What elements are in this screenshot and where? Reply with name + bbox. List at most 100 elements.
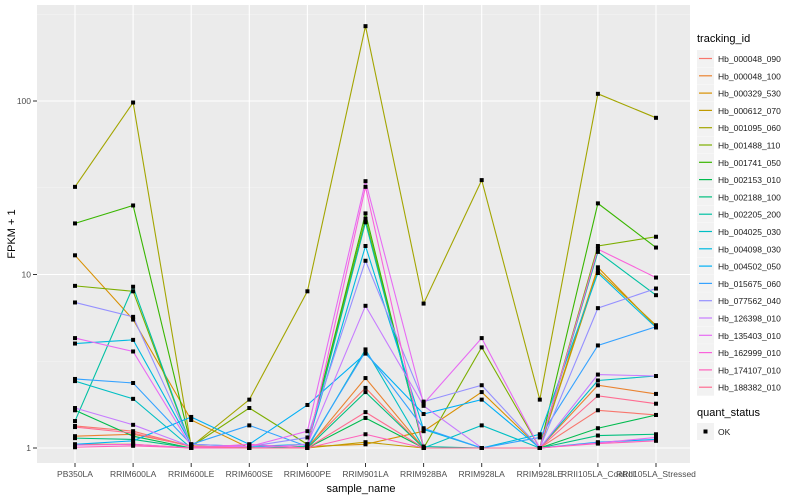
data-point bbox=[131, 434, 136, 439]
data-point bbox=[654, 286, 658, 291]
x-tick-label: PB350LA bbox=[57, 469, 93, 479]
data-point bbox=[363, 303, 368, 308]
data-point bbox=[537, 432, 542, 437]
data-point bbox=[73, 406, 77, 411]
data-point bbox=[595, 441, 600, 446]
x-tick-label: RRIM600LE bbox=[168, 469, 215, 479]
legend-label: Hb_000612_070 bbox=[718, 106, 781, 116]
data-point bbox=[305, 435, 310, 440]
data-point bbox=[479, 390, 484, 395]
data-point bbox=[537, 397, 542, 402]
legend-label: Hb_000048_100 bbox=[718, 71, 781, 81]
legend-label: Hb_015675_060 bbox=[718, 279, 781, 289]
y-axis: 1 10 100 bbox=[17, 96, 37, 453]
data-point bbox=[595, 271, 600, 276]
data-point bbox=[595, 247, 600, 252]
data-point bbox=[537, 446, 542, 450]
data-point bbox=[131, 314, 136, 319]
data-point bbox=[363, 211, 368, 216]
data-point bbox=[247, 397, 252, 402]
data-point bbox=[131, 431, 136, 436]
data-point bbox=[654, 324, 658, 329]
data-point bbox=[654, 293, 658, 298]
data-point bbox=[479, 178, 484, 183]
y-tick-label: 1 bbox=[26, 443, 31, 453]
y-tick-label: 100 bbox=[17, 96, 31, 106]
data-point bbox=[247, 442, 252, 447]
x-tick-label: RRIM928LA bbox=[459, 469, 506, 479]
data-point bbox=[479, 446, 484, 450]
data-point bbox=[363, 179, 368, 184]
data-point bbox=[363, 349, 368, 354]
data-point bbox=[131, 380, 136, 385]
data-point bbox=[363, 347, 368, 352]
data-point bbox=[654, 432, 658, 437]
data-point bbox=[479, 336, 484, 341]
legend-label: Hb_002205_200 bbox=[718, 210, 781, 220]
data-point bbox=[189, 442, 194, 447]
data-point bbox=[479, 383, 484, 388]
data-point bbox=[131, 422, 136, 427]
x-tick-label: RRIM901LA bbox=[342, 469, 389, 479]
data-point bbox=[595, 393, 600, 398]
data-point bbox=[73, 336, 77, 341]
data-point bbox=[131, 349, 136, 354]
data-point bbox=[247, 423, 252, 428]
data-point bbox=[73, 408, 77, 413]
x-tick-label: RRIM928LE bbox=[517, 469, 564, 479]
data-point bbox=[131, 317, 136, 322]
data-point bbox=[654, 435, 658, 440]
data-point bbox=[189, 414, 194, 419]
data-point bbox=[479, 423, 484, 428]
data-point bbox=[654, 234, 658, 239]
x-axis-title: sample_name bbox=[326, 483, 395, 495]
data-point bbox=[247, 446, 252, 450]
data-point bbox=[189, 418, 194, 423]
data-point bbox=[595, 378, 600, 383]
shape-legend-label: OK bbox=[718, 427, 731, 437]
x-axis: PB350LA RRIM600LA RRIM600LE RRIM600SE RRIM60… bbox=[57, 463, 696, 479]
data-point bbox=[305, 402, 310, 407]
legend-label: Hb_077562_040 bbox=[718, 296, 781, 306]
data-point bbox=[73, 443, 77, 448]
data-point bbox=[654, 438, 658, 443]
data-point bbox=[479, 397, 484, 402]
data-point bbox=[595, 91, 600, 96]
data-point bbox=[595, 268, 600, 273]
data-point bbox=[421, 301, 426, 306]
legend-label: Hb_000329_530 bbox=[718, 89, 781, 99]
legend-label: Hb_162999_010 bbox=[718, 348, 781, 358]
data-point bbox=[421, 399, 426, 404]
data-point bbox=[595, 343, 600, 348]
data-point bbox=[595, 201, 600, 206]
data-point bbox=[131, 438, 136, 443]
legend-label: Hb_004025_030 bbox=[718, 227, 781, 237]
x-tick-label: RRIM600PE bbox=[284, 469, 332, 479]
data-point bbox=[73, 341, 77, 346]
data-point bbox=[363, 376, 368, 381]
data-point bbox=[421, 403, 426, 408]
legend-label: Hb_001741_050 bbox=[718, 158, 781, 168]
data-point bbox=[131, 396, 136, 401]
legend-label: Hb_001095_060 bbox=[718, 123, 781, 133]
data-points bbox=[73, 24, 658, 450]
legend-label: Hb_000048_090 bbox=[718, 54, 781, 64]
data-point bbox=[73, 283, 77, 288]
y-tick-label: 10 bbox=[22, 270, 32, 280]
data-point bbox=[363, 440, 368, 445]
data-point bbox=[73, 184, 77, 189]
data-point bbox=[73, 425, 77, 430]
data-point bbox=[421, 446, 426, 450]
data-point bbox=[73, 376, 77, 381]
legend-label: Hb_002188_100 bbox=[718, 192, 781, 202]
data-point bbox=[654, 115, 658, 120]
data-point bbox=[247, 406, 252, 411]
data-point bbox=[131, 100, 136, 105]
data-point bbox=[654, 374, 658, 379]
data-point bbox=[73, 379, 77, 384]
data-point bbox=[595, 243, 600, 248]
data-point bbox=[305, 289, 310, 294]
data-point bbox=[363, 415, 368, 420]
